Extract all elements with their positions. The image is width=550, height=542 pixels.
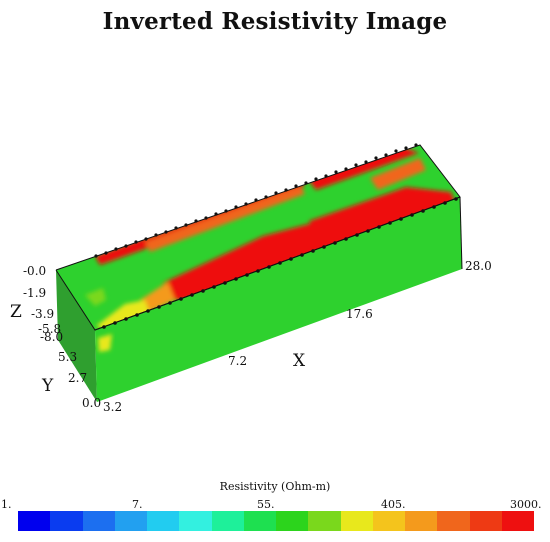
legend-swatch-8: [276, 511, 309, 531]
legend-swatch-7: [243, 511, 276, 531]
x-tick-1: 7.2: [228, 354, 247, 368]
left-end-face: [56, 270, 97, 402]
legend-swatch-15: [501, 511, 534, 531]
y-tick-2: 0.0: [82, 396, 101, 410]
legend-swatch-13: [437, 511, 470, 531]
legend-swatch-4: [147, 511, 180, 531]
z-tick-4: -8.0: [40, 330, 63, 344]
electrode-markers-back: [94, 143, 418, 258]
legend-swatch-0: [18, 511, 51, 531]
legend-tick-7: 7.: [132, 498, 143, 511]
legend-tick-1: 1.: [1, 498, 12, 511]
y-axis-label: Y: [41, 376, 54, 396]
box-edges: [55, 144, 463, 331]
top-face: [56, 145, 460, 330]
legend-tick-405: 405.: [381, 498, 406, 511]
legend-swatch-2: [82, 511, 115, 531]
z-tick-0: -0.0: [23, 264, 46, 278]
legend-swatch-1: [50, 511, 83, 531]
z-axis-label: Z: [10, 302, 22, 322]
front-face: [95, 197, 462, 402]
legend-swatch-5: [179, 511, 212, 531]
x-axis-label: X: [293, 351, 306, 371]
legend-swatch-3: [114, 511, 147, 531]
legend-tick-55: 55.: [257, 498, 275, 511]
z-tick-2: -3.9: [31, 307, 54, 321]
electrode-markers-front: [102, 197, 458, 329]
legend-swatch-11: [372, 511, 405, 531]
x-tick-2: 17.6: [346, 307, 373, 321]
y-tick-1: 2.7: [68, 371, 87, 385]
y-tick-0: 5.3: [58, 350, 77, 364]
x-tick-3: 28.0: [465, 259, 492, 273]
legend-title: Resistivity (Ohm-m): [219, 480, 331, 493]
legend-tick-3000: 3000.: [510, 498, 542, 511]
z-tick-3: -5.8: [38, 322, 61, 336]
image-title: Inverted Resistivity Image: [102, 8, 448, 35]
legend-swatch-12: [405, 511, 438, 531]
legend-swatch-6: [211, 511, 244, 531]
legend-swatch-10: [340, 511, 373, 531]
x-tick-0: 3.2: [103, 400, 122, 414]
front-face-yellow: [98, 334, 112, 352]
legend-swatch-9: [308, 511, 341, 531]
z-tick-1: -1.9: [23, 286, 46, 300]
legend-tick-labels: 1. 7. 55. 405. 3000.: [0, 498, 550, 512]
legend-swatch-14: [469, 511, 502, 531]
legend-color-bar: [18, 511, 534, 531]
